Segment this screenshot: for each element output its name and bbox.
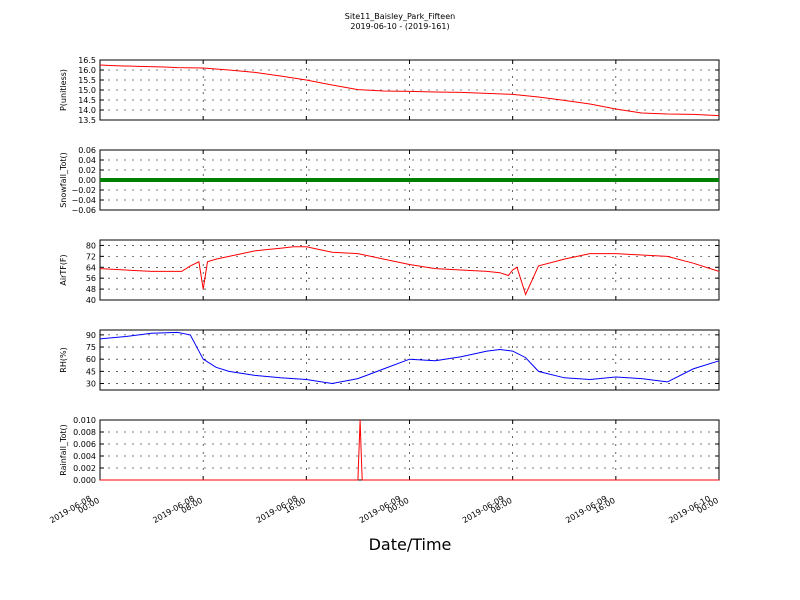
y-tick-label: −0.04 xyxy=(71,196,96,205)
y-tick-label: 0.06 xyxy=(78,146,96,155)
y-tick-label: 45 xyxy=(86,367,96,376)
y-axis-label: P(unitless) xyxy=(59,69,68,111)
y-axis-label: Rainfall_Tot() xyxy=(59,424,68,476)
y-tick-label: 75 xyxy=(86,343,96,352)
panel-4: 30 45 60 75 90 RH(%) xyxy=(59,329,720,391)
y-tick-label: 0.04 xyxy=(78,156,96,165)
y-tick-label: 16.0 xyxy=(78,66,96,75)
y-tick-label: 56 xyxy=(86,274,96,283)
y-tick-label: 60 xyxy=(86,355,96,364)
y-axis-label: RH(%) xyxy=(59,347,68,372)
y-tick-label: 0.00 xyxy=(78,176,96,185)
y-tick-label: 72 xyxy=(86,252,96,261)
series-line xyxy=(100,419,719,481)
panel-2: −0.06−0.04−0.020.000.020.040.06 Snowfall_… xyxy=(59,146,720,215)
y-tick-label: 0.000 xyxy=(73,476,96,485)
y-tick-label: 0.02 xyxy=(78,166,96,175)
y-tick-label: 13.5 xyxy=(78,116,96,125)
y-tick-label: 30 xyxy=(86,380,96,389)
chart-subtitle: 2019-06-10 - (2019-161) xyxy=(350,22,449,31)
y-tick-label: 48 xyxy=(86,285,96,294)
y-tick-label: 40 xyxy=(86,296,96,305)
panel-3: 40 48 56 64 72 80 AirTF(F) xyxy=(59,239,720,305)
series-line xyxy=(99,246,720,296)
panel-5: 0.000 0.002 0.004 0.006 0.008 0.010 Rainfall_T… xyxy=(59,416,720,485)
y-tick-label: 0.010 xyxy=(73,416,96,425)
x-axis-label: Date/Time xyxy=(369,535,452,554)
y-tick-label: 0.008 xyxy=(73,428,96,437)
y-tick-label: 90 xyxy=(86,331,96,340)
y-tick-label: 0.004 xyxy=(73,452,96,461)
y-tick-label: 0.002 xyxy=(73,464,96,473)
chart-title: Site11_Baisley_Park_Fifteen xyxy=(345,12,455,21)
y-tick-label: 15.5 xyxy=(78,76,96,85)
y-tick-label: 0.006 xyxy=(73,440,96,449)
y-tick-label: 14.0 xyxy=(78,106,96,115)
series-line xyxy=(99,64,720,117)
y-axis-label: Snowfall_Tot() xyxy=(59,152,68,208)
y-tick-label: 15.0 xyxy=(78,86,96,95)
series-line xyxy=(99,331,720,385)
panel-1: 13.514.014.515.015.516.016.5 P(unitless) xyxy=(59,56,720,125)
y-tick-label: 64 xyxy=(86,263,96,272)
y-tick-label: 16.5 xyxy=(78,56,96,65)
y-tick-label: 80 xyxy=(86,241,96,250)
y-tick-label: −0.02 xyxy=(71,186,96,195)
y-tick-label: −0.06 xyxy=(71,206,96,215)
y-tick-label: 14.5 xyxy=(78,96,96,105)
y-axis-label: AirTF(F) xyxy=(59,254,68,285)
